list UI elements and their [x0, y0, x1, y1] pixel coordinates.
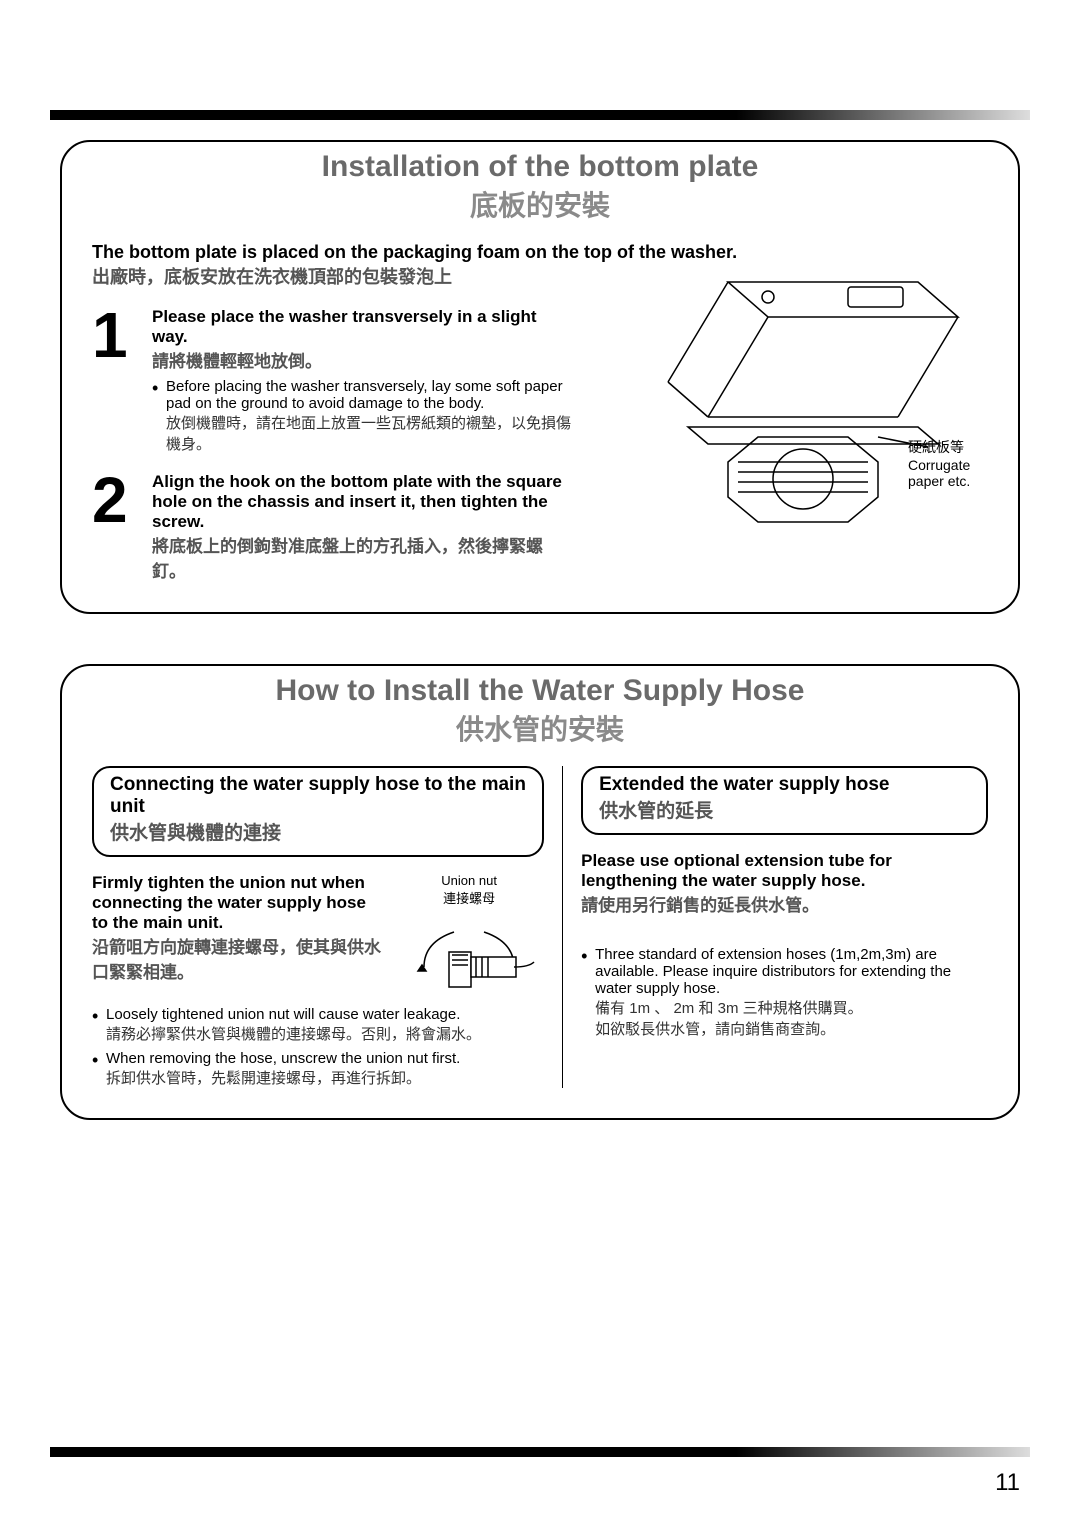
- top-rule: [50, 110, 1030, 120]
- section2-title-en: How to Install the Water Supply Hose: [92, 674, 988, 708]
- union-text: Firmly tighten the union nut when connec…: [92, 873, 384, 1000]
- step-1-body: Please place the washer transversely in …: [152, 307, 572, 454]
- section-bottom-plate: Installation of the bottom plate 底板的安裝 T…: [60, 140, 1020, 614]
- left-bullet1-zh: 請務必擰緊供水管與機體的連接螺母。否則，將會漏水。: [92, 1023, 544, 1044]
- step2-head-zh: 將底板上的倒鉤對准底盤上的方孔插入，然後擰緊螺釘。: [152, 532, 572, 582]
- right-head-zh: 請使用另行銷售的延長供水管。: [581, 891, 988, 916]
- step-2-body: Align the hook on the bottom plate with …: [152, 472, 572, 582]
- intro-en: The bottom plate is placed on the packag…: [92, 242, 988, 263]
- left-bullet2-en: When removing the hose, unscrew the unio…: [92, 1050, 544, 1067]
- step-1-number: 1: [92, 307, 152, 454]
- column-right: Extended the water supply hose 供水管的延長 Pl…: [563, 766, 988, 1088]
- left-bullet1-en: Loosely tightened union nut will cause w…: [92, 1006, 544, 1023]
- right-bullet-en: Three standard of extension hoses (1m,2m…: [581, 946, 988, 997]
- step1-bullet-zh: 放倒機體時，請在地面上放置一些瓦楞紙類的襯墊，以免損傷機身。: [152, 412, 572, 454]
- bottom-rule: [50, 1447, 1030, 1457]
- right-bullet-zh1: 備有 1m 、 2m 和 3m 三种規格供購買。: [581, 997, 988, 1018]
- left-sub-en: Connecting the water supply hose to the …: [110, 774, 526, 818]
- step1-head-en: Please place the washer transversely in …: [152, 307, 572, 347]
- union-nut-figure: Union nut 連接螺母: [394, 873, 544, 1000]
- two-column-layout: Connecting the water supply hose to the …: [92, 766, 988, 1088]
- page-number: 11: [995, 1469, 1020, 1497]
- right-head-en: Please use optional extension tube for l…: [581, 851, 988, 891]
- diagram-label: 硬紙板等 Corrugate paper etc.: [908, 437, 988, 489]
- right-bullet-zh2: 如欲駁長供水管，請向銷售商查詢。: [581, 1018, 988, 1039]
- section2-title-zh: 供水管的安裝: [92, 708, 988, 748]
- washer-diagram: 硬紙板等 Corrugate paper etc.: [618, 262, 988, 542]
- right-sub-en: Extended the water supply hose: [599, 774, 970, 796]
- step2-head-en: Align the hook on the bottom plate with …: [152, 472, 572, 532]
- left-sub-zh: 供水管與機體的連接: [110, 818, 526, 845]
- step-2-number: 2: [92, 472, 152, 582]
- step1-bullet-en: Before placing the washer transversely, …: [152, 378, 572, 412]
- union-label-en: Union nut: [394, 873, 544, 888]
- section-water-hose: How to Install the Water Supply Hose 供水管…: [60, 664, 1020, 1120]
- union-nut-svg: [394, 907, 544, 997]
- diagram-label-zh: 硬紙板等: [908, 437, 988, 457]
- union-nut-row: Firmly tighten the union nut when connec…: [92, 873, 544, 1000]
- section1-title: Installation of the bottom plate 底板的安裝: [92, 150, 988, 224]
- washer-svg: [618, 262, 988, 542]
- left-bullet2-zh: 拆卸供水管時，先鬆開連接螺母，再進行拆卸。: [92, 1067, 544, 1088]
- union-label-zh: 連接螺母: [394, 888, 544, 907]
- section1-title-zh: 底板的安裝: [92, 184, 988, 224]
- right-subheading: Extended the water supply hose 供水管的延長: [581, 766, 988, 835]
- page-content: Installation of the bottom plate 底板的安裝 T…: [60, 140, 1020, 1170]
- diagram-label-en: Corrugate paper etc.: [908, 457, 988, 489]
- section1-title-en: Installation of the bottom plate: [92, 150, 988, 184]
- section2-title: How to Install the Water Supply Hose 供水管…: [92, 674, 988, 748]
- column-left: Connecting the water supply hose to the …: [92, 766, 563, 1088]
- right-sub-zh: 供水管的延長: [599, 796, 970, 823]
- left-subheading: Connecting the water supply hose to the …: [92, 766, 544, 857]
- left-head-en: Firmly tighten the union nut when connec…: [92, 873, 384, 933]
- step1-head-zh: 請將機體輕輕地放倒。: [152, 347, 572, 372]
- left-head-zh: 沿箭咀方向旋轉連接螺母，使其與供水口緊緊相連。: [92, 933, 384, 983]
